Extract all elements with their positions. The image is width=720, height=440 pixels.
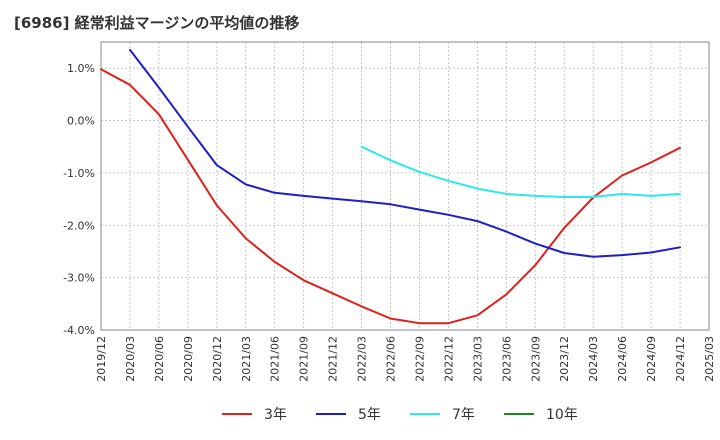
legend-label-10年: 10年	[546, 407, 578, 423]
series-line-5年	[129, 48, 681, 258]
x-tick-label: 2021/12	[327, 336, 340, 382]
axis-layer: 1.0% 0.0% -1.0% -2.0% -3.0% -4.0%2019/12 2020/…	[63, 41, 716, 382]
y-tick-label: 1.0%	[67, 62, 95, 75]
x-tick-label: 2020/03	[124, 336, 137, 382]
x-tick-label: 2024/09	[645, 336, 658, 382]
grid-layer	[101, 42, 709, 331]
legend-label-5年: 5年	[358, 407, 381, 423]
x-tick-label: 2022/06	[385, 336, 398, 382]
series-layer	[100, 48, 681, 325]
legend: 3年 5年 7年 10年	[222, 407, 578, 423]
x-tick-label: 2022/03	[356, 336, 369, 382]
x-tick-label: 2025/03	[703, 336, 716, 382]
x-tick-label: 2024/03	[587, 336, 600, 382]
x-tick-label: 2021/06	[269, 336, 282, 382]
x-tick-label: 2020/12	[211, 336, 224, 382]
chart-title: [6986] 経常利益マージンの平均値の推移	[14, 14, 300, 32]
y-tick-label: 0.0%	[67, 115, 95, 128]
plot-frame	[100, 41, 710, 331]
x-tick-label: 2024/06	[616, 336, 629, 382]
x-tick-label: 2024/12	[674, 336, 687, 382]
x-tick-label: 2023/09	[529, 336, 542, 382]
x-tick-label: 2021/03	[240, 336, 253, 382]
x-tick-label: 2023/03	[471, 336, 484, 382]
x-tick-label: 2023/12	[558, 336, 571, 382]
y-tick-label: -4.0%	[63, 324, 95, 337]
legend-label-7年: 7年	[452, 407, 475, 423]
y-tick-label: -2.0%	[63, 219, 95, 232]
x-tick-label: 2020/06	[153, 336, 166, 382]
legend-label-3年: 3年	[264, 407, 287, 423]
series-line-3年	[100, 68, 681, 325]
x-tick-label: 2019/12	[95, 336, 108, 382]
x-tick-label: 2022/12	[442, 336, 455, 382]
x-tick-label: 2023/06	[500, 336, 513, 382]
x-tick-label: 2020/09	[182, 336, 195, 382]
y-tick-label: -1.0%	[63, 167, 95, 180]
x-tick-label: 2022/09	[413, 336, 426, 382]
series-line-7年	[360, 145, 681, 198]
x-tick-label: 2021/09	[298, 336, 311, 382]
y-tick-label: -3.0%	[63, 272, 95, 285]
